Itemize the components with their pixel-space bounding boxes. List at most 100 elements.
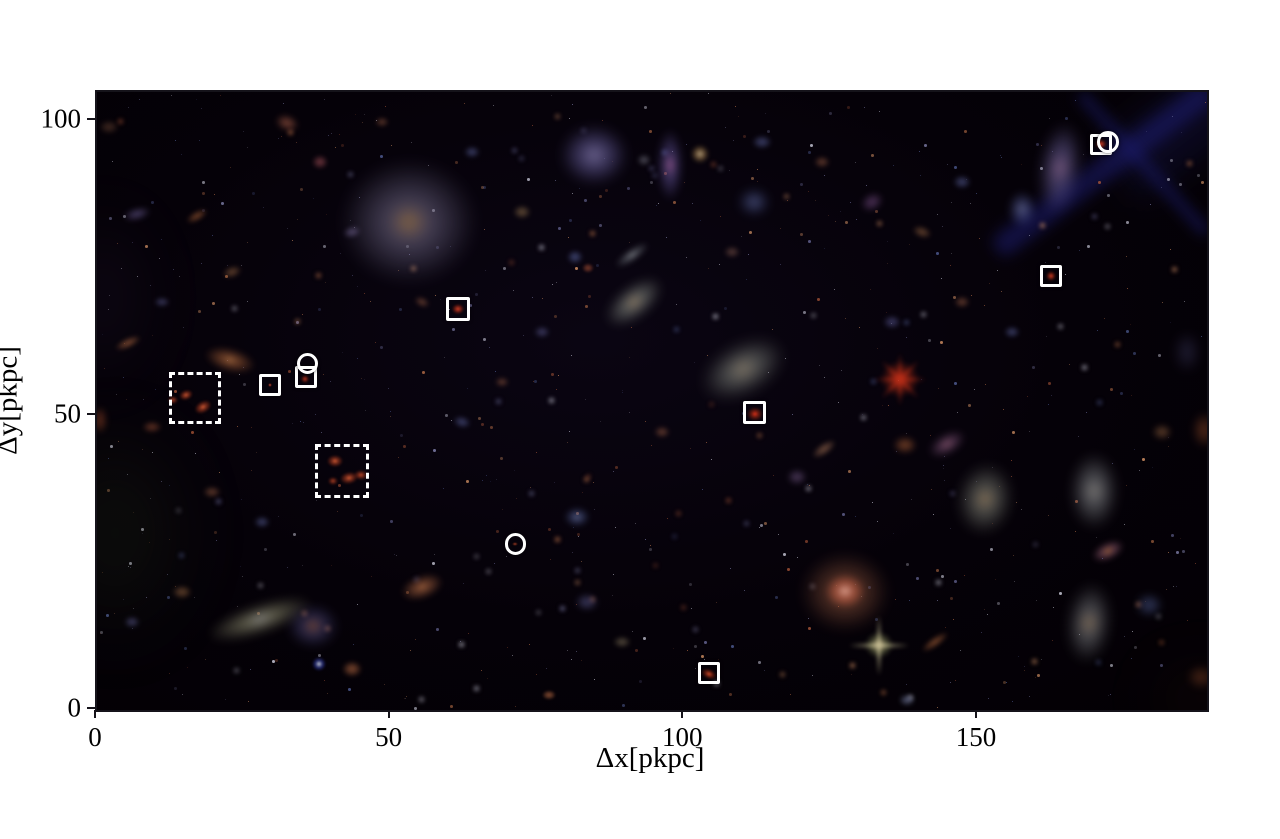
red-clump	[167, 395, 178, 404]
galaxy	[254, 516, 271, 529]
star-spike	[898, 353, 902, 406]
galaxy	[787, 468, 808, 485]
galaxy	[1134, 593, 1163, 618]
star-spike	[880, 359, 920, 399]
galaxy	[1062, 580, 1115, 665]
galaxy	[636, 154, 651, 167]
galaxy	[691, 144, 710, 163]
marker-square	[446, 297, 471, 322]
red-source	[699, 666, 719, 683]
galaxy	[1192, 411, 1207, 448]
marker-dashed-square	[168, 371, 222, 425]
star-spike	[880, 359, 920, 399]
x-axis-label: Δx[pkpc]	[595, 742, 705, 774]
marker-square	[698, 662, 720, 684]
galaxy	[287, 603, 340, 648]
red-star	[873, 353, 926, 406]
galaxy	[581, 262, 594, 273]
galaxy	[312, 155, 329, 170]
red-source	[746, 406, 763, 421]
galaxy	[919, 628, 952, 655]
galaxy	[723, 246, 740, 259]
galaxy	[201, 341, 258, 379]
y-tick-label: 0	[67, 692, 82, 723]
corner-glow	[97, 413, 200, 654]
x-tick	[974, 710, 977, 718]
galaxy	[1175, 332, 1200, 373]
galaxy	[451, 414, 472, 431]
diffraction-streak	[989, 92, 1207, 260]
diffraction-streak	[1100, 92, 1207, 200]
galaxy	[396, 568, 447, 606]
galaxy	[1088, 535, 1127, 567]
marker-circle	[504, 533, 526, 555]
galaxy	[883, 315, 902, 330]
galaxy	[542, 690, 557, 701]
corner-glow	[97, 203, 158, 393]
galaxy	[657, 128, 684, 201]
red-source	[1095, 139, 1108, 150]
marker-square	[259, 374, 282, 396]
galaxy	[824, 573, 865, 608]
galaxy	[613, 635, 632, 648]
galaxy	[97, 405, 108, 434]
galaxy	[953, 175, 972, 190]
galaxy	[412, 294, 432, 311]
red-clump	[339, 470, 359, 486]
galaxy	[220, 263, 244, 282]
galaxy	[559, 124, 628, 185]
galaxy	[738, 188, 771, 217]
galaxy	[910, 223, 934, 242]
red-clump	[326, 455, 343, 468]
marker-dashed-square	[314, 443, 370, 499]
marker-square	[1039, 265, 1062, 288]
galaxy	[124, 615, 141, 628]
x-tick-label: 50	[375, 722, 403, 752]
galaxy	[567, 249, 584, 264]
red-clump	[354, 470, 369, 481]
ring-spiral-galaxy	[799, 552, 890, 633]
galaxy	[98, 120, 119, 135]
diffraction-streak	[1075, 92, 1207, 239]
x-tick-label: 100	[662, 722, 703, 752]
galaxy	[924, 425, 970, 463]
galaxy	[113, 332, 143, 354]
x-tick	[94, 710, 96, 718]
red-clump	[191, 397, 214, 417]
galaxy	[954, 296, 971, 309]
galaxy	[1004, 326, 1021, 339]
galaxy	[203, 486, 222, 499]
galaxy	[952, 459, 1018, 539]
x-tick	[681, 710, 684, 718]
galaxy	[751, 135, 772, 150]
marker-circle	[297, 352, 319, 374]
galaxy	[183, 205, 210, 226]
galaxy	[1151, 424, 1172, 441]
star-spike	[873, 377, 926, 381]
galaxy	[154, 297, 171, 308]
galaxy	[596, 267, 672, 337]
star-spike	[848, 643, 909, 647]
corner-glow	[1141, 653, 1207, 710]
y-tick-label: 50	[54, 398, 81, 429]
galaxy	[653, 426, 670, 439]
y-tick	[87, 412, 95, 415]
red-source	[1045, 271, 1056, 282]
galaxy	[809, 436, 839, 463]
x-tick-label: 0	[88, 722, 102, 752]
yellow-star	[848, 615, 909, 676]
galaxy	[463, 146, 480, 159]
star-spike	[877, 615, 881, 676]
galaxy	[691, 325, 795, 414]
galaxy	[574, 593, 599, 612]
galaxy	[513, 205, 532, 220]
galaxy	[856, 188, 887, 216]
plot-area	[95, 90, 1209, 712]
x-tick	[387, 710, 390, 718]
blue-star	[312, 657, 326, 672]
x-tick-label: 150	[955, 722, 997, 752]
red-source	[268, 383, 273, 388]
galaxy	[893, 436, 918, 455]
marker-square	[1089, 133, 1112, 156]
galaxy	[272, 111, 301, 135]
